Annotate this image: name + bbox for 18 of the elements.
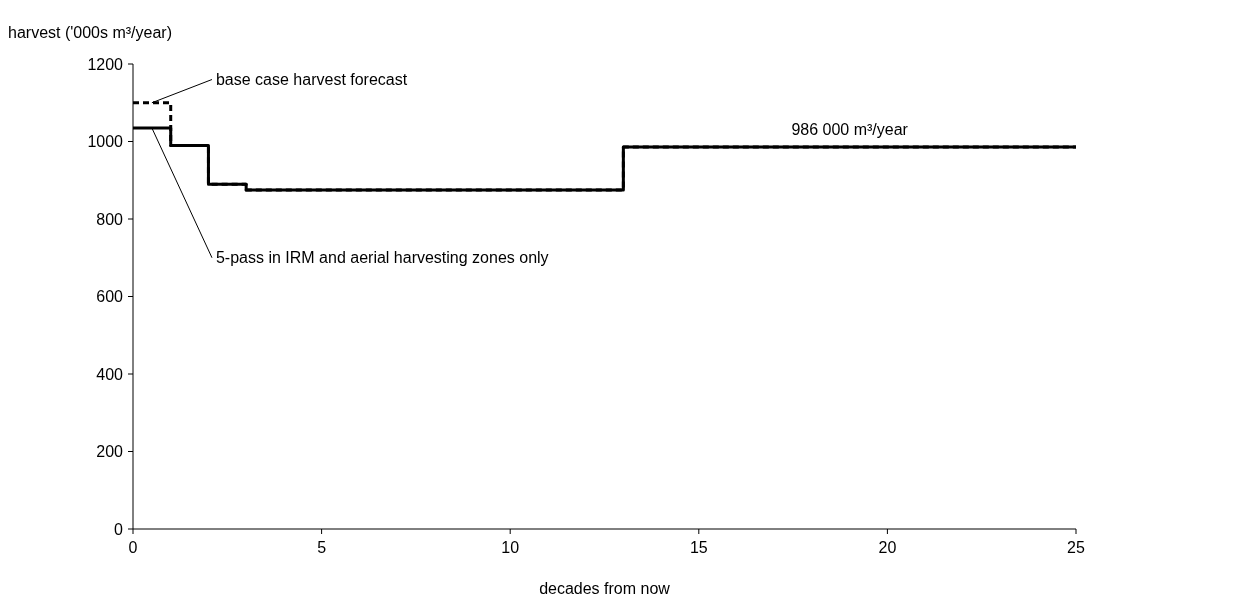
y-tick-label: 1000: [87, 133, 124, 151]
y-tick-label: 400: [96, 365, 124, 383]
x-tick-label: 10: [501, 539, 520, 556]
y-tick-label: 1200: [87, 55, 124, 73]
y-tick-label: 0: [114, 520, 124, 538]
y-tick-label: 200: [96, 443, 124, 461]
annotation: 986 000 m³/year: [791, 120, 909, 138]
x-tick-label: 25: [1067, 539, 1085, 556]
y-tick-label: 600: [96, 288, 124, 306]
text: 5-pass in IRM and aerial harvesting zones only: [215, 249, 549, 267]
y-tick-label: 800: [96, 210, 124, 228]
x-tick-label: 15: [689, 539, 708, 556]
x-tick-label: 5: [317, 539, 327, 556]
x-axis-title: decades from now: [539, 580, 671, 597]
x-tick-label: 0: [128, 539, 138, 556]
y-axis-title: harvest ('000s m³/year): [8, 24, 172, 41]
x-tick-label: 20: [878, 539, 897, 556]
text: base case harvest forecast: [215, 71, 408, 89]
